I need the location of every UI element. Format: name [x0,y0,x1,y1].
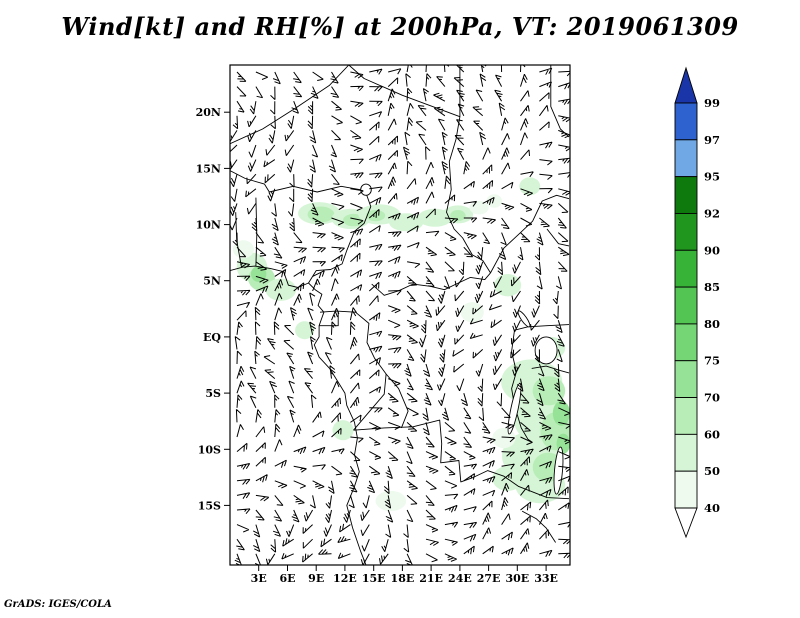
colorbar-arrow-top [674,66,698,104]
colorbar-tick-label: 50 [704,464,720,478]
rh-shading-patch [552,400,570,426]
rh-shading-patch [307,206,335,223]
colorbar-tick-label: 92 [704,207,720,221]
colorbar-tick-label: 70 [704,391,720,405]
rh-shading-patch [295,321,315,340]
x-axis-tick-label: 27E [477,572,501,585]
wind-barbs [230,65,570,565]
colorbar-tick-label: 75 [704,354,720,368]
colorbar: 99 97 95 92 90 85 80 75 70 60 50 40 [674,66,720,539]
colorbar-segment [674,433,698,472]
colorbar-tick-label: 85 [704,280,720,294]
x-axis-tick-label: 9E [308,572,324,585]
y-axis-tick-label: 5N [203,275,221,288]
lake-albert [517,310,531,328]
x-axis-tick-label: 3E [251,572,267,585]
map-path-border-albertine-rift [511,330,533,443]
map-path-border-uganda-kenya [514,324,570,331]
y-axis-tick-label: 10S [198,443,221,456]
map-path-border-congo-basin [319,310,387,431]
rh-shading-layer [232,177,570,512]
x-axis-tick-label: 12E [333,572,357,585]
lake-malawi [553,446,564,495]
map-path-border-victoria-south [531,365,570,374]
x-axis-tick-label: 15E [362,572,386,585]
x-axis-tick-label: 24E [448,572,472,585]
x-axis-tick-label: 33E [534,572,558,585]
lake-victoria [534,336,558,365]
rh-shading-patch [460,302,484,323]
y-axis-tick-label: 15N [196,162,221,175]
colorbar-tick-label: 90 [704,243,720,257]
map-borders-layer [230,65,570,565]
map-path-border-sahara-niger [230,65,350,145]
colorbar-tick-label: 40 [704,501,720,515]
y-axis-tick-label: 20N [196,106,221,119]
map-path-border-ethiopia-west [546,228,570,247]
rh-shading-patch [375,490,407,512]
map-path-coastline-gulf-of-guinea-to-angola [230,265,367,565]
x-axis-tick-label: 18E [391,572,415,585]
colorbar-segment [674,397,698,435]
x-axis-tick-label: 30E [505,572,529,585]
colorbar-segment [674,360,698,399]
colorbar-segment [674,286,698,325]
map-path-border-south-sudan [490,194,570,274]
y-axis-tick-label: 15S [198,499,221,512]
colorbar-segment [674,176,698,214]
colorbar-arrow-bottom [674,507,698,539]
map-path-border-chad-sudan [446,65,491,274]
colorbar-segment [674,249,698,288]
y-axis-tick-label: EQ [203,331,221,344]
map-path-border-mozambique [521,510,556,543]
wind-barb-layer [230,65,570,565]
rh-shading-patch [366,210,386,222]
axes-layer: 20N 15N 10N 5N EQ 5S 10S 15S 3E 6E 9E 12E 15E 18E 21E 2… [196,64,571,585]
x-axis-tick-label: 6E [279,572,295,585]
rh-shading-patch [469,201,489,215]
map-path-border-angola-zambia [353,419,570,500]
map-path-border-eq-guinea-gabon [319,311,339,327]
lake-chad [360,183,372,196]
colorbar-tick-label: 99 [704,96,720,110]
colorbar-segment [674,212,698,251]
rh-shading-patch [232,240,254,259]
colorbar-segment [674,102,698,141]
colorbar-tick-label: 95 [704,170,720,184]
y-axis-tick-label: 10N [196,219,221,232]
rh-shading-patch [332,420,354,441]
colorbar-tick-label: 97 [704,133,720,147]
figure-title: Wind[kt] and RH[%] at 200hPa, VT: 201906… [61,12,739,41]
colorbar-segment [674,470,698,509]
map-path-border-car-south [371,272,491,296]
map-path-border-cameroon-nigeria [308,192,372,284]
colorbar-tick-label: 60 [704,427,720,441]
y-axis-tick-label: 5S [205,387,221,400]
map-frame [229,64,571,566]
colorbar-segment [674,139,698,178]
map-path-border-chad-libya [348,65,461,118]
x-axis-tick-label: 21E [419,572,443,585]
colorbar-tick-label: 80 [704,317,720,331]
map-path-border-benin [255,197,258,267]
map-path-border-drc-kasai [385,373,409,429]
colorbar-segment [674,323,698,362]
map-path-border-sahel-nigeria-north [230,170,367,194]
rh-shading-patch [486,194,502,208]
rh-shading-patch [519,177,541,196]
grads-credit: GrADS: IGES/COLA [4,599,112,610]
